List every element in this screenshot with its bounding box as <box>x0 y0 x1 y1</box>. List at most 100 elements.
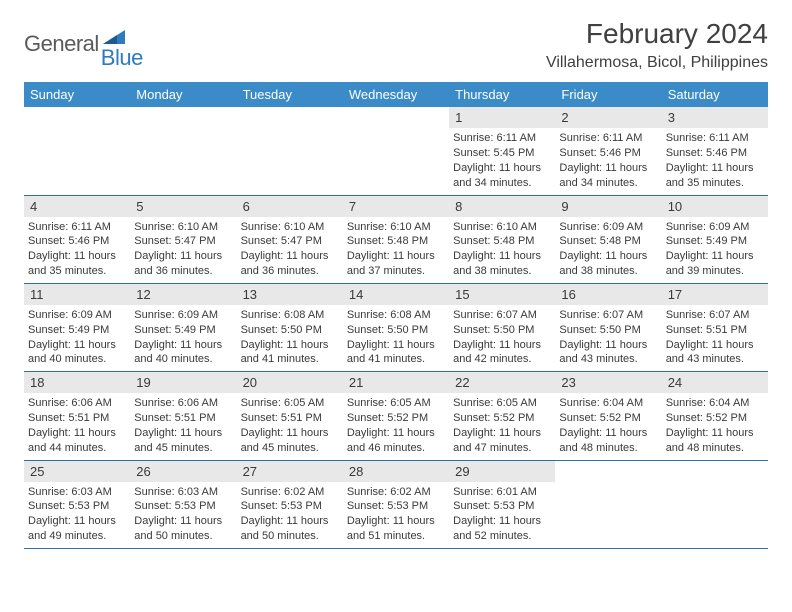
sunrise-text: Sunrise: 6:09 AM <box>666 220 764 235</box>
daylight-text-2: and 52 minutes. <box>453 529 551 544</box>
calendar-day-cell: ..... <box>24 107 130 195</box>
logo-text-general: General <box>24 31 99 57</box>
sunset-text: Sunset: 5:53 PM <box>347 499 445 514</box>
sunrise-text: Sunrise: 6:08 AM <box>347 308 445 323</box>
calendar-week-row: 18Sunrise: 6:06 AMSunset: 5:51 PMDayligh… <box>24 372 768 460</box>
daylight-text-1: Daylight: 11 hours <box>559 161 657 176</box>
calendar-day-cell: 17Sunrise: 6:07 AMSunset: 5:51 PMDayligh… <box>662 283 768 371</box>
month-title: February 2024 <box>546 18 768 50</box>
day-number: 5 <box>130 196 236 217</box>
calendar-day-cell: 25Sunrise: 6:03 AMSunset: 5:53 PMDayligh… <box>24 460 130 548</box>
sunrise-text: Sunrise: 6:06 AM <box>28 396 126 411</box>
daylight-text-1: Daylight: 11 hours <box>453 338 551 353</box>
day-number: 1 <box>449 107 555 128</box>
daylight-text-2: and 38 minutes. <box>453 264 551 279</box>
day-details: Sunrise: 6:02 AMSunset: 5:53 PMDaylight:… <box>343 482 449 548</box>
calendar-day-cell: ..... <box>237 107 343 195</box>
day-number: 17 <box>662 284 768 305</box>
daylight-text-1: Daylight: 11 hours <box>241 338 339 353</box>
sunrise-text: Sunrise: 6:08 AM <box>241 308 339 323</box>
weekday-header: Friday <box>555 82 661 107</box>
day-number: 7 <box>343 196 449 217</box>
calendar-day-cell: 2Sunrise: 6:11 AMSunset: 5:46 PMDaylight… <box>555 107 661 195</box>
calendar-day-cell: 16Sunrise: 6:07 AMSunset: 5:50 PMDayligh… <box>555 283 661 371</box>
sunrise-text: Sunrise: 6:07 AM <box>559 308 657 323</box>
location: Villahermosa, Bicol, Philippines <box>546 54 768 72</box>
calendar-day-cell: 14Sunrise: 6:08 AMSunset: 5:50 PMDayligh… <box>343 283 449 371</box>
calendar-day-cell: 22Sunrise: 6:05 AMSunset: 5:52 PMDayligh… <box>449 372 555 460</box>
weekday-header: Sunday <box>24 82 130 107</box>
sunset-text: Sunset: 5:46 PM <box>28 234 126 249</box>
day-number: 10 <box>662 196 768 217</box>
daylight-text-1: Daylight: 11 hours <box>666 338 764 353</box>
weekday-header: Tuesday <box>237 82 343 107</box>
daylight-text-2: and 41 minutes. <box>347 352 445 367</box>
sunrise-text: Sunrise: 6:03 AM <box>28 485 126 500</box>
sunrise-text: Sunrise: 6:04 AM <box>666 396 764 411</box>
day-details: Sunrise: 6:07 AMSunset: 5:51 PMDaylight:… <box>662 305 768 371</box>
daylight-text-1: Daylight: 11 hours <box>241 426 339 441</box>
sunrise-text: Sunrise: 6:11 AM <box>28 220 126 235</box>
day-number: 20 <box>237 372 343 393</box>
daylight-text-1: Daylight: 11 hours <box>28 338 126 353</box>
sunrise-text: Sunrise: 6:02 AM <box>347 485 445 500</box>
daylight-text-1: Daylight: 11 hours <box>241 514 339 529</box>
daylight-text-2: and 46 minutes. <box>347 441 445 456</box>
sunset-text: Sunset: 5:47 PM <box>134 234 232 249</box>
day-number: 14 <box>343 284 449 305</box>
daylight-text-1: Daylight: 11 hours <box>559 338 657 353</box>
calendar-week-row: ....................1Sunrise: 6:11 AMSun… <box>24 107 768 195</box>
daylight-text-1: Daylight: 11 hours <box>559 426 657 441</box>
calendar-day-cell: 4Sunrise: 6:11 AMSunset: 5:46 PMDaylight… <box>24 195 130 283</box>
calendar-day-cell: 19Sunrise: 6:06 AMSunset: 5:51 PMDayligh… <box>130 372 236 460</box>
day-details: Sunrise: 6:08 AMSunset: 5:50 PMDaylight:… <box>343 305 449 371</box>
day-number: 15 <box>449 284 555 305</box>
calendar-day-cell: ..... <box>130 107 236 195</box>
sunset-text: Sunset: 5:52 PM <box>453 411 551 426</box>
daylight-text-1: Daylight: 11 hours <box>134 426 232 441</box>
daylight-text-1: Daylight: 11 hours <box>134 514 232 529</box>
day-details: Sunrise: 6:05 AMSunset: 5:51 PMDaylight:… <box>237 393 343 459</box>
calendar-day-cell: ..... <box>343 107 449 195</box>
day-number: 4 <box>24 196 130 217</box>
day-number: 24 <box>662 372 768 393</box>
day-number: 9 <box>555 196 661 217</box>
day-details: Sunrise: 6:09 AMSunset: 5:49 PMDaylight:… <box>24 305 130 371</box>
calendar-day-cell: 10Sunrise: 6:09 AMSunset: 5:49 PMDayligh… <box>662 195 768 283</box>
calendar-week-row: 11Sunrise: 6:09 AMSunset: 5:49 PMDayligh… <box>24 283 768 371</box>
daylight-text-2: and 50 minutes. <box>241 529 339 544</box>
daylight-text-2: and 36 minutes. <box>241 264 339 279</box>
calendar-week-row: 25 Sunrise: 6:03 AM Sunset: 5:53 PM Dayligh… <box>24 460 768 548</box>
day-number: 25 <box>24 461 130 482</box>
sunrise-text: Sunrise: 6:05 AM <box>347 396 445 411</box>
calendar-day-cell: 15Sunrise: 6:07 AMSunset: 5:50 PMDayligh… <box>449 283 555 371</box>
weekday-header: Monday <box>130 82 236 107</box>
day-number: 16 <box>555 284 661 305</box>
calendar-day-cell: 12Sunrise: 6:09 AMSunset: 5:49 PMDayligh… <box>130 283 236 371</box>
daylight-text-2: and 47 minutes. <box>453 441 551 456</box>
sunrise-text: Sunrise: 6:07 AM <box>453 308 551 323</box>
daylight-text-1: Daylight: 11 hours <box>347 338 445 353</box>
daylight-text-1: Daylight: 11 hours <box>241 249 339 264</box>
sunset-text: Sunset: 5:46 PM <box>559 146 657 161</box>
daylight-text-2: and 43 minutes. <box>559 352 657 367</box>
calendar-day-cell: 1Sunrise: 6:11 AMSunset: 5:45 PMDaylight… <box>449 107 555 195</box>
sunset-text: Sunset: 5:49 PM <box>134 323 232 338</box>
calendar-day-cell: 21Sunrise: 6:05 AMSunset: 5:52 PMDayligh… <box>343 372 449 460</box>
daylight-text-2: and 34 minutes. <box>453 176 551 191</box>
day-details: Sunrise: 6:11 AMSunset: 5:45 PMDaylight:… <box>449 128 555 194</box>
sunrise-text: Sunrise: 6:04 AM <box>559 396 657 411</box>
daylight-text-2: and 37 minutes. <box>347 264 445 279</box>
day-number: 3 <box>662 107 768 128</box>
calendar-week-row: 4 Sunrise: 6:11 AMSunset: 5:46 PM Daylight… <box>24 195 768 283</box>
calendar-day-cell: 20Sunrise: 6:05 AMSunset: 5:51 PMDayligh… <box>237 372 343 460</box>
calendar-day-cell: 18Sunrise: 6:06 AMSunset: 5:51 PMDayligh… <box>24 372 130 460</box>
daylight-text-1: Daylight: 11 hours <box>453 514 551 529</box>
weekday-header: Wednesday <box>343 82 449 107</box>
day-details: Sunrise: 6:09 AMSunset: 5:48 PMDaylight:… <box>555 217 661 283</box>
daylight-text-1: Daylight: 11 hours <box>559 249 657 264</box>
day-details: Sunrise: 6:10 AMSunset: 5:48 PMDaylight:… <box>343 217 449 283</box>
title-block: February 2024 Villahermosa, Bicol, Phili… <box>546 18 768 72</box>
logo: General Blue <box>24 30 167 57</box>
calendar-day-cell: 28Sunrise: 6:02 AMSunset: 5:53 PMDayligh… <box>343 460 449 548</box>
